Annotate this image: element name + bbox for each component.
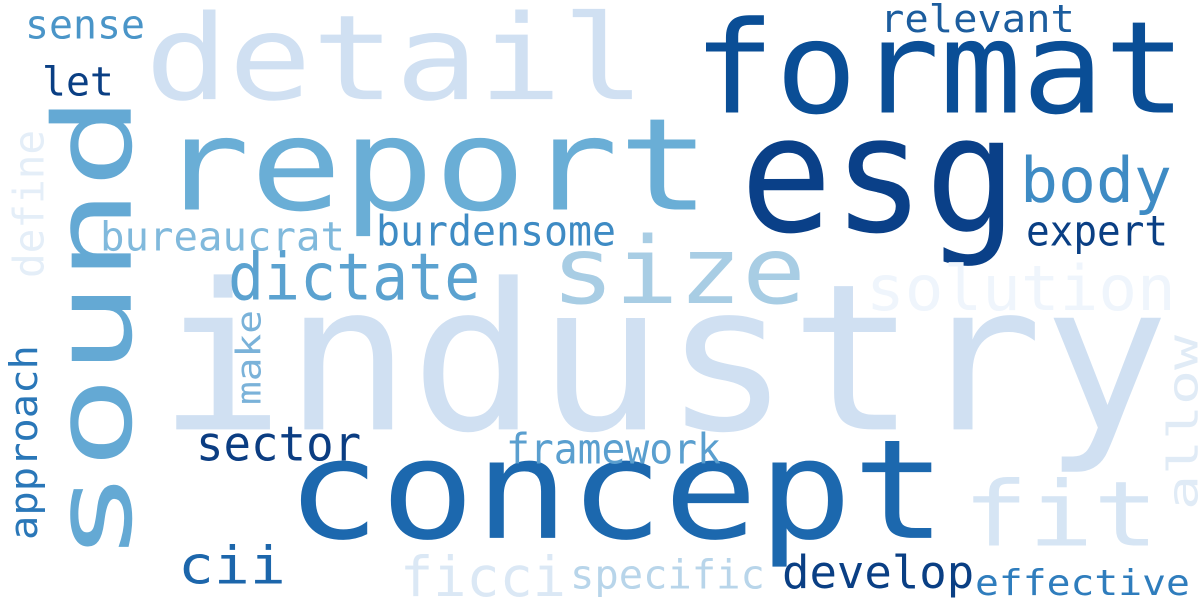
word-dictate: dictate — [228, 239, 481, 316]
word-approach: approach — [1, 345, 47, 540]
word-ficci: ficci — [400, 545, 567, 600]
word-esg: esg — [740, 80, 1018, 270]
word-industry: industry — [158, 239, 1170, 479]
word-allow: allow — [1158, 334, 1200, 510]
word-expert: expert — [1026, 206, 1169, 256]
word-body: body — [1020, 144, 1172, 217]
word-format: format — [693, 0, 1187, 144]
word-framework: framework — [506, 424, 721, 474]
word-effective: effective — [975, 561, 1190, 600]
word-burdensome: burdensome — [376, 206, 617, 256]
word-solution: solution — [866, 252, 1176, 325]
word-define: define — [4, 129, 54, 278]
word-bureaucrat: bureaucrat — [100, 213, 346, 261]
word-report: report — [158, 90, 711, 241]
word-fit: fit — [963, 461, 1159, 568]
word-size: size — [551, 216, 806, 326]
word-relevant: relevant — [880, 0, 1075, 42]
word-make: make — [228, 310, 269, 405]
word-concept: concept — [286, 409, 947, 572]
word-specific: specific — [570, 551, 765, 599]
word-detail: detail — [145, 0, 646, 128]
word-sector: sector — [196, 415, 362, 472]
word-develop: develop — [782, 545, 975, 599]
word-let: let — [42, 58, 114, 106]
word-cii: cii — [178, 535, 286, 597]
word-sound: sound — [30, 94, 157, 563]
word-sense: sense — [25, 1, 146, 49]
